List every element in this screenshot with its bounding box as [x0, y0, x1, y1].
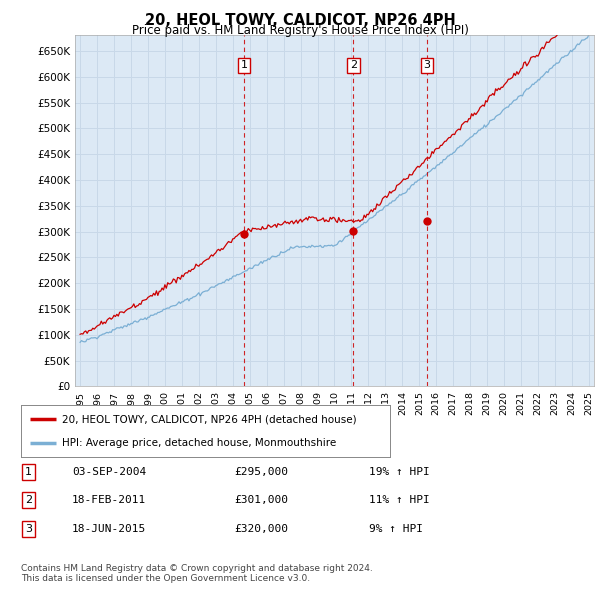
- Text: Price paid vs. HM Land Registry's House Price Index (HPI): Price paid vs. HM Land Registry's House …: [131, 24, 469, 37]
- Text: HPI: Average price, detached house, Monmouthshire: HPI: Average price, detached house, Monm…: [62, 438, 336, 448]
- Text: 3: 3: [25, 524, 32, 533]
- Text: 1: 1: [25, 467, 32, 477]
- Text: 11% ↑ HPI: 11% ↑ HPI: [369, 496, 430, 505]
- Text: 1: 1: [241, 60, 248, 70]
- Text: 9% ↑ HPI: 9% ↑ HPI: [369, 524, 423, 533]
- Text: £301,000: £301,000: [234, 496, 288, 505]
- Text: 03-SEP-2004: 03-SEP-2004: [72, 467, 146, 477]
- Text: 18-JUN-2015: 18-JUN-2015: [72, 524, 146, 533]
- Text: 2: 2: [25, 496, 32, 505]
- Text: 20, HEOL TOWY, CALDICOT, NP26 4PH: 20, HEOL TOWY, CALDICOT, NP26 4PH: [145, 13, 455, 28]
- Text: 19% ↑ HPI: 19% ↑ HPI: [369, 467, 430, 477]
- Text: £295,000: £295,000: [234, 467, 288, 477]
- Text: 2: 2: [350, 60, 357, 70]
- Text: 20, HEOL TOWY, CALDICOT, NP26 4PH (detached house): 20, HEOL TOWY, CALDICOT, NP26 4PH (detac…: [62, 414, 356, 424]
- Text: £320,000: £320,000: [234, 524, 288, 533]
- Text: 3: 3: [424, 60, 431, 70]
- Text: Contains HM Land Registry data © Crown copyright and database right 2024.
This d: Contains HM Land Registry data © Crown c…: [21, 563, 373, 583]
- Text: 18-FEB-2011: 18-FEB-2011: [72, 496, 146, 505]
